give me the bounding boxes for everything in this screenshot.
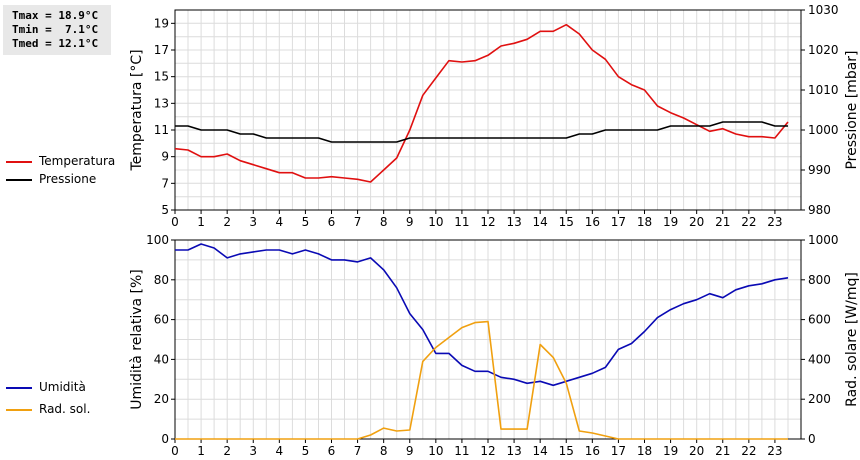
x-tick-label: 10 — [428, 444, 443, 458]
series-line-temperatura — [174, 23, 789, 183]
y2-axis-label: Rad. solare [W/mq] — [844, 272, 860, 407]
tmed-stat: Tmed = 12.1°C — [12, 37, 99, 50]
tmax-stat: Tmax = 18.9°C — [12, 9, 99, 22]
legend-temperature-label: Temperatura — [39, 154, 116, 168]
y2-tick-label: 1000 — [808, 233, 839, 247]
legend-temperature-swatch — [6, 161, 32, 163]
x-tick-label: 10 — [428, 215, 443, 229]
x-tick-label: 23 — [767, 444, 782, 458]
x-tick-label: 21 — [715, 215, 730, 229]
y2-tick-label: 990 — [808, 163, 831, 177]
y2-axis-label: Pressione [mbar] — [844, 50, 860, 169]
x-tick-label: 20 — [689, 215, 704, 229]
x-tick-label: 6 — [328, 215, 336, 229]
x-tick-label: 22 — [741, 215, 756, 229]
legend-solar-label: Rad. sol. — [39, 402, 91, 416]
y-tick-label: 40 — [154, 352, 169, 366]
y-tick-label: 13 — [154, 96, 169, 110]
y-tick-label: 11 — [154, 123, 169, 137]
x-tick-label: 2 — [223, 215, 231, 229]
series-line-umidit- — [175, 243, 789, 387]
y2-tick-label: 600 — [808, 313, 831, 327]
y2-tick-label: 1000 — [808, 123, 839, 137]
x-tick-label: 7 — [354, 444, 362, 458]
x-tick-label: 3 — [249, 215, 257, 229]
x-tick-label: 9 — [406, 444, 414, 458]
x-tick-label: 0 — [171, 444, 179, 458]
y-tick-label: 0 — [161, 432, 169, 446]
y2-tick-label: 980 — [808, 203, 831, 217]
y-tick-label: 60 — [154, 313, 169, 327]
x-tick-label: 13 — [506, 215, 521, 229]
y2-tick-label: 200 — [808, 392, 831, 406]
series-line-rad-sol- — [175, 320, 788, 440]
y-tick-label: 17 — [154, 43, 169, 57]
x-tick-label: 7 — [354, 215, 362, 229]
x-tick-label: 17 — [611, 444, 626, 458]
x-tick-label: 21 — [715, 444, 730, 458]
series-line-pressione — [175, 121, 788, 143]
y-tick-label: 5 — [161, 203, 169, 217]
y2-tick-label: 1030 — [808, 3, 839, 17]
x-tick-label: 6 — [328, 444, 336, 458]
x-tick-label: 14 — [533, 215, 548, 229]
x-tick-label: 1 — [197, 215, 205, 229]
y-tick-label: 7 — [161, 176, 169, 190]
x-tick-label: 11 — [454, 215, 469, 229]
legend-pressure-swatch — [6, 179, 32, 181]
x-tick-label: 23 — [767, 215, 782, 229]
x-tick-label: 4 — [276, 444, 284, 458]
tmin-stat: Tmin = 7.1°C — [12, 23, 99, 36]
x-tick-label: 20 — [689, 444, 704, 458]
x-tick-label: 15 — [559, 444, 574, 458]
x-tick-label: 19 — [663, 215, 678, 229]
x-tick-label: 1 — [197, 444, 205, 458]
x-tick-label: 5 — [302, 215, 310, 229]
x-tick-label: 18 — [637, 444, 652, 458]
y-tick-label: 80 — [154, 273, 169, 287]
y-tick-label: 20 — [154, 392, 169, 406]
x-tick-label: 11 — [454, 444, 469, 458]
y-axis-label: Umidità relativa [%] — [129, 269, 145, 410]
temp-pressure-chart: 0 1 2 3 4 5 6 7 8 9 10 11 12 13 14 15 16 17 18 19 20 21 22 2357… — [129, 3, 860, 229]
x-tick-label: 4 — [276, 215, 284, 229]
y-tick-label: 100 — [146, 233, 169, 247]
y2-tick-label: 0 — [808, 432, 816, 446]
y-tick-label: 19 — [154, 16, 169, 30]
legend-pressure-label: Pressione — [39, 172, 97, 186]
x-tick-label: 16 — [585, 444, 600, 458]
humidity-solar-chart: 0 1 2 3 4 5 6 7 8 9 10 11 12 13 14 15 16 17 18 19 20 21 22 2302… — [129, 233, 860, 458]
y2-tick-label: 1010 — [808, 83, 839, 97]
x-tick-label: 8 — [380, 444, 388, 458]
x-tick-label: 22 — [741, 444, 756, 458]
y2-tick-label: 1020 — [808, 43, 839, 57]
x-tick-label: 9 — [406, 215, 414, 229]
y2-tick-label: 800 — [808, 273, 831, 287]
x-tick-label: 2 — [223, 444, 231, 458]
x-tick-label: 12 — [480, 215, 495, 229]
x-tick-label: 19 — [663, 444, 678, 458]
y-tick-label: 15 — [154, 70, 169, 84]
y2-tick-label: 400 — [808, 352, 831, 366]
legend-humidity-label: Umidità — [39, 380, 86, 394]
x-tick-label: 17 — [611, 215, 626, 229]
y-axis-label: Temperatura [°C] — [129, 49, 145, 171]
x-tick-label: 0 — [171, 215, 179, 229]
legend-solar-swatch — [6, 409, 32, 411]
stats-box: Tmax = 18.9°C Tmin = 7.1°C Tmed = 12.1°C — [3, 5, 111, 55]
x-tick-label: 5 — [302, 444, 310, 458]
y-tick-label: 9 — [161, 150, 169, 164]
x-tick-label: 8 — [380, 215, 388, 229]
x-tick-label: 18 — [637, 215, 652, 229]
legend-humidity-swatch — [6, 387, 32, 389]
x-tick-label: 15 — [559, 215, 574, 229]
x-tick-label: 12 — [480, 444, 495, 458]
x-tick-label: 14 — [533, 444, 548, 458]
x-tick-label: 3 — [249, 444, 257, 458]
x-tick-label: 13 — [506, 444, 521, 458]
x-tick-label: 16 — [585, 215, 600, 229]
